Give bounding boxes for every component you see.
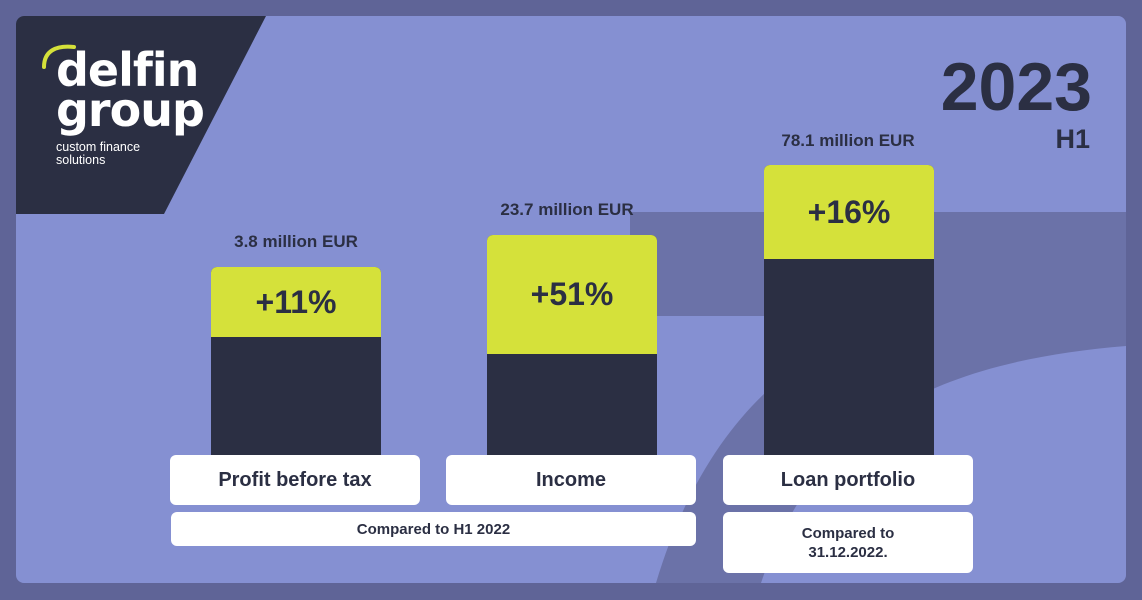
category-label: Income (446, 455, 696, 505)
period-heading: H1 (1055, 124, 1090, 154)
comparison-note-line1: Compared to (801, 524, 895, 542)
comparison-note-line2: 31.12.2022. (808, 543, 888, 561)
logo-tagline: custom finance solutions (56, 140, 141, 167)
bar-growth-segment: +16% (764, 165, 934, 259)
comparison-note-h1: Compared to H1 2022 (171, 512, 696, 546)
bar-value-label: 78.1 million EUR (781, 131, 915, 150)
year-heading: 2023 (940, 49, 1092, 125)
growth-label: +51% (530, 276, 614, 312)
bar-loan-portfolio: +16% (764, 165, 934, 455)
category-label: Profit before tax (170, 455, 420, 505)
bar-value-label: 23.7 million EUR (500, 200, 634, 219)
comparison-note-year-end: Compared to 31.12.2022. (723, 512, 973, 573)
logo-word-delfin: delfin (56, 43, 199, 97)
category-label: Loan portfolio (723, 455, 973, 505)
bar-profit-before-tax: +11% (211, 267, 381, 455)
bar-growth-segment: +51% (487, 235, 657, 354)
growth-label: +16% (807, 193, 891, 230)
logo-word-group: group (56, 83, 205, 137)
bar-income: +51% (487, 235, 657, 455)
bar-value-label: 3.8 million EUR (234, 232, 358, 251)
logo-arc-icon (42, 44, 76, 69)
growth-label: +11% (255, 283, 337, 320)
infographic-panel: delfin group custom finance solutions 20… (16, 16, 1126, 583)
bar-growth-segment: +11% (211, 267, 381, 337)
